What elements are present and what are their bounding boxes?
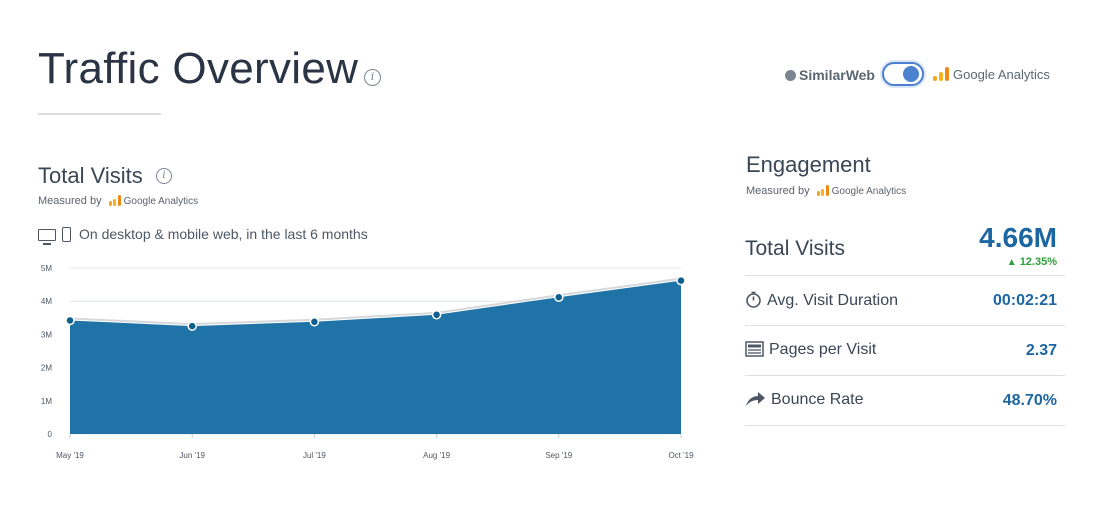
toggle-knob [903, 66, 919, 82]
data-point [554, 292, 564, 302]
x-tick-label: Sep '19 [545, 451, 572, 460]
info-icon[interactable]: i [364, 69, 381, 86]
similarweb-label: SimilarWeb [799, 67, 875, 83]
metric-label: Pages per Visit [769, 341, 877, 358]
metric-bounce-rate: Bounce Rate [745, 391, 864, 409]
measured-by: Measured by Google Analytics [746, 185, 906, 197]
metric-label: Avg. Visit Duration [767, 292, 899, 309]
engagement-total-visits-label: Total Visits [745, 237, 845, 260]
y-tick-label: 5M [41, 264, 52, 273]
engagement-heading: Engagement [746, 152, 871, 177]
data-source-toggle[interactable] [882, 62, 924, 86]
engagement-total-visits-value: 4.66M [979, 222, 1057, 253]
total-visits-chart: 0 1M 2M 3M 4M 5M May '19 Jun '19 Jul '19 Aug '19 S… [41, 264, 694, 460]
x-tick-label: May '19 [56, 451, 84, 460]
device-scope: On desktop & mobile web, in the last 6 m… [38, 226, 368, 245]
data-point [431, 310, 442, 320]
metric-value: 00:02:21 [992, 292, 1057, 309]
stopwatch-icon [746, 291, 761, 308]
measured-by: Measured by Google Analytics [38, 195, 198, 207]
google-analytics-icon [108, 195, 121, 206]
desktop-icon [38, 229, 56, 245]
total-visits-heading: Total Visits [38, 163, 143, 188]
y-tick-label: 4M [41, 297, 52, 306]
change-value: 12.35% [1019, 256, 1057, 268]
divider [745, 425, 1065, 426]
title-underline [38, 113, 161, 115]
x-tick-label: Aug '19 [423, 451, 450, 460]
measured-by-label: Measured by [38, 195, 102, 207]
info-icon[interactable]: i [156, 168, 172, 184]
bounce-arrow-icon [746, 392, 765, 406]
y-tick-label: 1M [41, 397, 52, 406]
metric-label: Bounce Rate [771, 391, 864, 408]
page-title: Traffic Overview [38, 44, 359, 93]
y-tick-label: 2M [41, 364, 52, 373]
measured-by-label: Measured by [746, 185, 810, 197]
google-analytics-icon [816, 185, 829, 196]
x-tick-label: Jul '19 [303, 451, 326, 460]
similarweb-icon [785, 70, 796, 81]
x-tick-label: Jun '19 [179, 451, 205, 460]
total-visits-change: ▲ 12.35% [960, 256, 1057, 268]
scope-text: On desktop & mobile web, in the last 6 m… [79, 226, 368, 242]
measured-by-source: Google Analytics [123, 196, 199, 207]
google-analytics-logo[interactable]: Google Analytics [933, 67, 1050, 82]
data-point [187, 321, 197, 331]
metric-pages-per-visit: Pages per Visit [745, 341, 876, 359]
y-tick-label: 3M [41, 330, 52, 339]
divider [745, 375, 1065, 376]
x-tick-label: Oct '19 [668, 451, 694, 460]
pages-icon [745, 341, 764, 357]
metric-value: 2.37 [1025, 342, 1057, 359]
up-arrow-icon: ▲ [1006, 257, 1017, 268]
divider [745, 275, 1065, 276]
google-analytics-icon [933, 67, 949, 81]
data-point [676, 275, 686, 286]
y-tick-label: 0 [48, 430, 53, 439]
area-series [70, 280, 681, 434]
mobile-icon [62, 227, 71, 242]
metric-avg-visit-duration: Avg. Visit Duration [745, 291, 898, 310]
series-outline [69, 277, 682, 326]
data-point [309, 317, 320, 327]
data-point [65, 315, 75, 326]
metric-value: 48.70% [1002, 392, 1057, 409]
divider [745, 325, 1065, 326]
google-analytics-label: Google Analytics [953, 67, 1050, 82]
similarweb-logo[interactable]: SimilarWeb [785, 67, 875, 83]
measured-by-source: Google Analytics [831, 186, 907, 197]
